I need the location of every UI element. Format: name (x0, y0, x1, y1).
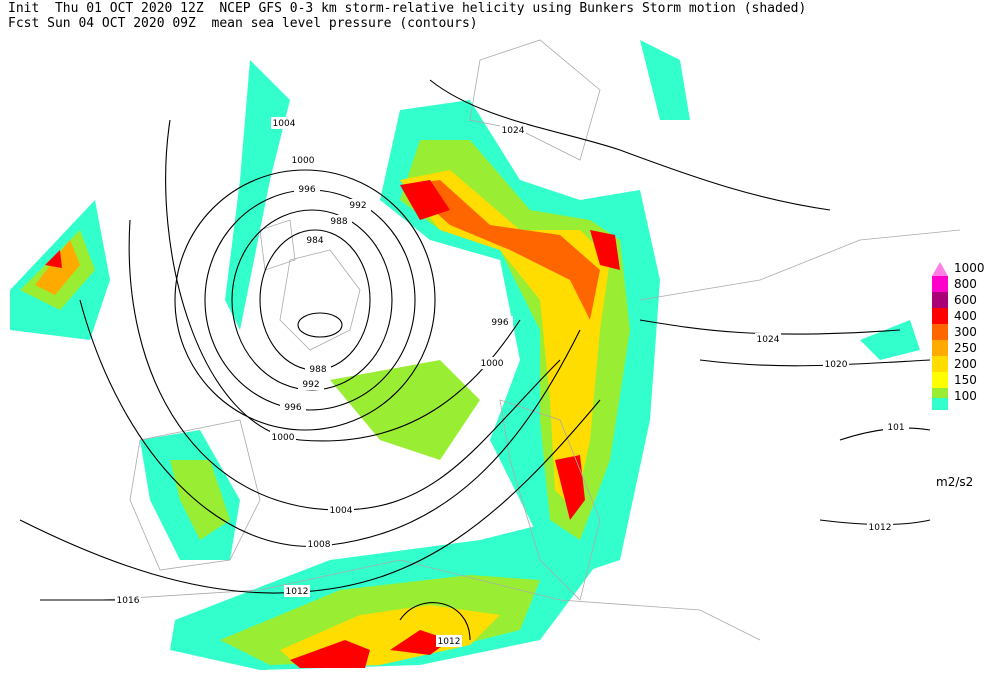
legend-swatch (932, 340, 948, 356)
contour-label: 988 (309, 365, 326, 375)
header-line-2: Fcst Sun 04 OCT 2020 09Z mean sea level … (8, 16, 478, 31)
contour-label-bg (302, 234, 328, 246)
contour-label: 1012 (869, 523, 892, 533)
contour-label-bg (290, 154, 316, 166)
contour-label-bg (271, 117, 297, 129)
contour-label: 992 (349, 201, 366, 211)
header-line-1: Init Thu 01 OCT 2020 12Z NCEP GFS 0-3 km… (8, 1, 807, 16)
legend-swatch (932, 398, 948, 410)
contour-label: 988 (330, 217, 347, 227)
contour-label-bg (306, 538, 332, 550)
legend-swatch (932, 292, 948, 308)
legend-label: 800 (954, 277, 977, 291)
legend-unit: m2/s2 (936, 475, 973, 489)
legend-label: 150 (954, 373, 977, 387)
contour-label-bg (436, 635, 462, 647)
contour-label: 101 (887, 423, 904, 433)
legend-label: 400 (954, 309, 977, 323)
pressure-contours (19, 79, 931, 641)
contour-label-bg (867, 521, 893, 533)
legend-swatch (932, 356, 948, 372)
contour-label-bg (115, 594, 141, 606)
helicity-shading (10, 40, 920, 670)
contour-label: 1012 (286, 587, 309, 597)
contour-label-bg (270, 431, 296, 443)
contour-label: 996 (491, 318, 508, 328)
contour-label-bg (479, 357, 505, 369)
legend-triangle (932, 262, 948, 276)
contour-label-bg (284, 585, 310, 597)
legend-label: 100 (954, 389, 977, 403)
contour-label: 1016 (117, 596, 140, 606)
contour-label: 1000 (481, 359, 504, 369)
contour-label: 984 (306, 236, 323, 246)
contour-label: 1004 (273, 119, 296, 129)
contour-label-bg (326, 215, 352, 227)
contour-label-bg (345, 199, 371, 211)
contour-label-bg (328, 504, 354, 516)
contour-label-bg (487, 316, 513, 328)
contour-label: 1024 (757, 335, 780, 345)
contour-label: 1000 (292, 156, 315, 166)
contour-label: 992 (302, 380, 319, 390)
contour-label: 1008 (308, 540, 331, 550)
contour-label: 1004 (330, 506, 353, 516)
contour-label: 1000 (272, 433, 295, 443)
contour-label: 1012 (438, 637, 461, 647)
contour-label-bg (883, 421, 909, 433)
legend: 1000 800 600 400 300 250 200 150 100 m2/s2 (932, 261, 985, 489)
legend-swatch (932, 324, 948, 340)
legend-label: 1000 (954, 261, 985, 275)
legend-label: 300 (954, 325, 977, 339)
contour-label: 1024 (502, 126, 525, 136)
contour-label-bg (500, 124, 526, 136)
legend-label: 200 (954, 357, 977, 371)
legend-swatch (932, 276, 948, 292)
legend-label: 600 (954, 293, 977, 307)
contour-label-bg (298, 378, 324, 390)
legend-swatch (932, 372, 948, 388)
contour-label: 996 (298, 185, 315, 195)
coastlines (99, 39, 961, 641)
contour-label: 996 (284, 403, 301, 413)
contour-label-bg (305, 363, 331, 375)
legend-swatch (932, 308, 948, 324)
contour-label-bg (280, 401, 306, 413)
contour-label-bg (823, 358, 849, 370)
contour-label-bg (755, 333, 781, 345)
contour-label: 1020 (825, 360, 848, 370)
contour-label-bg (294, 183, 320, 195)
legend-label: 250 (954, 341, 977, 355)
